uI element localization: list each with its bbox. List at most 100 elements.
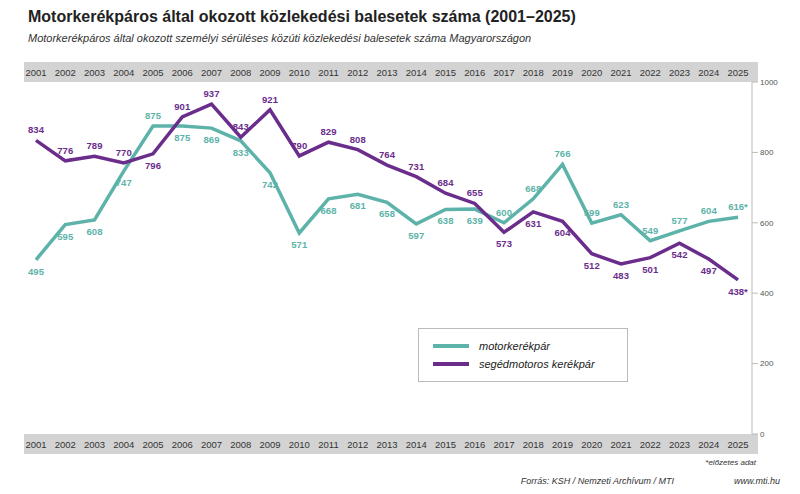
svg-text:764: 764: [379, 149, 396, 160]
svg-text:2016: 2016: [464, 67, 485, 78]
svg-text:577: 577: [672, 215, 688, 226]
svg-text:658: 658: [379, 208, 395, 219]
svg-text:2014: 2014: [406, 67, 427, 78]
svg-text:200: 200: [760, 359, 774, 368]
svg-text:668: 668: [525, 183, 541, 194]
svg-text:2006: 2006: [172, 67, 193, 78]
svg-text:834: 834: [28, 124, 45, 135]
svg-text:400: 400: [760, 289, 774, 298]
svg-text:571: 571: [291, 239, 308, 250]
svg-text:684: 684: [438, 177, 455, 188]
svg-text:770: 770: [116, 147, 132, 158]
svg-text:2016: 2016: [464, 439, 485, 450]
svg-text:2007: 2007: [201, 67, 222, 78]
svg-text:608: 608: [87, 226, 103, 237]
svg-text:639: 639: [467, 215, 483, 226]
svg-text:2011: 2011: [318, 67, 338, 78]
svg-text:2018: 2018: [523, 439, 544, 450]
svg-text:2024: 2024: [698, 439, 719, 450]
svg-text:875: 875: [174, 132, 191, 143]
svg-text:843: 843: [233, 121, 249, 132]
svg-text:901: 901: [174, 101, 191, 112]
svg-text:604: 604: [701, 205, 718, 216]
svg-text:747: 747: [116, 177, 132, 188]
svg-text:600: 600: [496, 207, 512, 218]
svg-text:921: 921: [262, 94, 279, 105]
svg-text:2015: 2015: [435, 67, 456, 78]
svg-text:796: 796: [145, 160, 161, 171]
svg-text:2014: 2014: [406, 439, 427, 450]
svg-text:2012: 2012: [347, 67, 368, 78]
svg-text:2025: 2025: [727, 67, 748, 78]
svg-text:438*: 438*: [728, 286, 748, 297]
svg-text:2004: 2004: [113, 439, 134, 450]
svg-text:595: 595: [57, 231, 74, 242]
svg-text:655: 655: [467, 187, 484, 198]
svg-text:2002: 2002: [55, 439, 76, 450]
svg-text:597: 597: [408, 230, 424, 241]
svg-text:600: 600: [760, 219, 774, 228]
svg-text:599: 599: [584, 207, 600, 218]
svg-text:2019: 2019: [552, 67, 573, 78]
svg-text:573: 573: [496, 238, 512, 249]
svg-text:2020: 2020: [581, 439, 602, 450]
svg-text:2001: 2001: [25, 439, 46, 450]
svg-text:2010: 2010: [289, 439, 310, 450]
svg-text:1000: 1000: [760, 78, 778, 87]
svg-text:2022: 2022: [640, 67, 661, 78]
svg-text:623: 623: [613, 199, 629, 210]
svg-text:2008: 2008: [230, 439, 251, 450]
svg-text:638: 638: [438, 215, 454, 226]
svg-text:2012: 2012: [347, 439, 368, 450]
svg-text:2013: 2013: [376, 439, 397, 450]
svg-text:549: 549: [642, 225, 658, 236]
svg-text:542: 542: [672, 249, 688, 260]
svg-text:808: 808: [350, 134, 366, 145]
svg-text:2009: 2009: [259, 439, 280, 450]
svg-text:2022: 2022: [640, 439, 661, 450]
svg-text:681: 681: [350, 200, 367, 211]
svg-text:2006: 2006: [172, 439, 193, 450]
svg-text:937: 937: [204, 88, 220, 99]
svg-text:495: 495: [28, 266, 45, 277]
svg-text:2003: 2003: [84, 439, 105, 450]
svg-text:2017: 2017: [493, 67, 514, 78]
svg-text:2002: 2002: [55, 67, 76, 78]
svg-text:631: 631: [525, 218, 542, 229]
svg-text:2019: 2019: [552, 439, 573, 450]
svg-text:833: 833: [233, 147, 249, 158]
svg-text:512: 512: [584, 260, 600, 271]
svg-text:2018: 2018: [523, 67, 544, 78]
svg-text:2003: 2003: [84, 67, 105, 78]
svg-text:766: 766: [555, 148, 571, 159]
svg-text:501: 501: [642, 264, 659, 275]
svg-text:604: 604: [555, 227, 572, 238]
svg-text:0: 0: [760, 430, 765, 439]
svg-text:2025: 2025: [727, 439, 748, 450]
svg-text:2009: 2009: [259, 67, 280, 78]
svg-text:2005: 2005: [142, 439, 163, 450]
svg-text:2008: 2008: [230, 67, 251, 78]
svg-text:2021: 2021: [610, 439, 631, 450]
svg-text:2020: 2020: [581, 67, 602, 78]
svg-text:2005: 2005: [142, 67, 163, 78]
svg-text:731: 731: [408, 161, 425, 172]
svg-text:497: 497: [701, 265, 717, 276]
svg-text:2023: 2023: [669, 439, 690, 450]
svg-text:789: 789: [87, 140, 103, 151]
svg-text:2013: 2013: [376, 67, 397, 78]
svg-text:616*: 616*: [728, 201, 748, 212]
svg-text:875: 875: [145, 110, 162, 121]
svg-text:2011: 2011: [318, 439, 338, 450]
svg-text:829: 829: [321, 126, 337, 137]
svg-text:668: 668: [321, 205, 337, 216]
svg-text:483: 483: [613, 270, 629, 281]
svg-text:2007: 2007: [201, 439, 222, 450]
svg-text:800: 800: [760, 148, 774, 157]
svg-text:2023: 2023: [669, 67, 690, 78]
svg-text:2024: 2024: [698, 67, 719, 78]
svg-text:776: 776: [57, 145, 73, 156]
svg-text:869: 869: [204, 134, 220, 145]
svg-text:2001: 2001: [25, 67, 46, 78]
svg-text:2004: 2004: [113, 67, 134, 78]
